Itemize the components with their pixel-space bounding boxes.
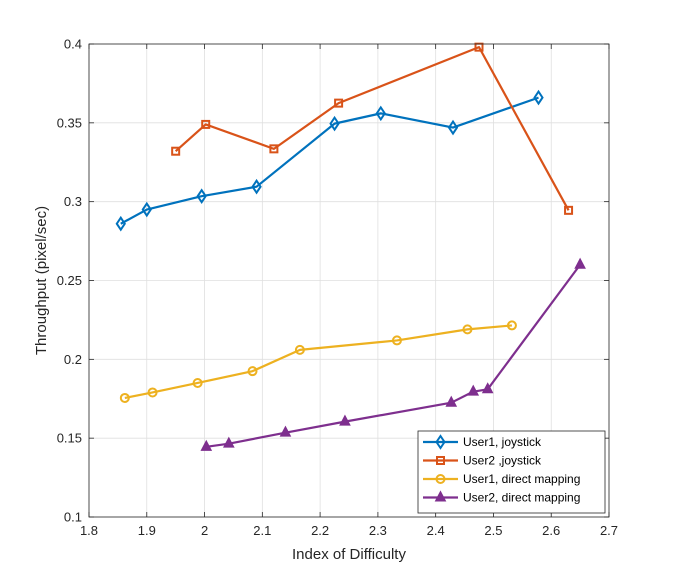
series-line (120, 96, 539, 225)
legend-item: User1, direct mapping (423, 472, 580, 486)
data-point (447, 119, 459, 136)
legend-item: User1, joystick (423, 434, 542, 450)
legend-label: User2, direct mapping (463, 491, 580, 505)
x-tick-label: 1.9 (138, 523, 156, 538)
data-point (533, 89, 544, 106)
legend-item: User2, direct mapping (423, 490, 580, 505)
data-point (574, 257, 586, 269)
data-point (564, 205, 574, 215)
data-point (506, 320, 517, 331)
y-tick-label: 0.3 (64, 194, 82, 209)
data-point (222, 436, 235, 448)
data-point (147, 387, 158, 398)
data-point (196, 188, 207, 204)
legend: User1, joystick User2 ,joystick User1, dir… (417, 430, 606, 514)
series-layer (115, 42, 586, 451)
data-point (375, 105, 386, 122)
data-point (294, 344, 305, 355)
legend-box (417, 430, 606, 514)
data-point (192, 377, 203, 388)
legend-marker (436, 456, 445, 465)
series-1 (115, 89, 544, 232)
data-point (200, 439, 213, 451)
x-tick-label: 1.8 (80, 523, 98, 538)
y-axis-label: Throughput (pixel/sec) (33, 206, 50, 355)
data-point (251, 178, 262, 195)
x-tick-label: 2.7 (600, 523, 618, 538)
legend-marker (434, 490, 447, 502)
data-point (171, 146, 181, 156)
x-tick-label: 2 (201, 523, 208, 538)
data-point (339, 414, 351, 426)
x-tick-label: 2.5 (484, 523, 502, 538)
data-point (269, 144, 279, 154)
x-tick-label: 2.6 (542, 523, 560, 538)
legend-item: User2 ,joystick (423, 454, 542, 468)
legend-label: User1, joystick (463, 435, 542, 449)
y-tick-label: 0.2 (64, 352, 82, 367)
x-tick-label: 2.1 (253, 523, 271, 538)
legend-marker (435, 434, 446, 450)
legend-label: User2 ,joystick (463, 454, 542, 468)
data-point (334, 98, 344, 108)
data-point (391, 335, 402, 346)
y-tick-label: 0.25 (57, 273, 82, 288)
x-axis-label: Index of Difficulty (292, 546, 406, 563)
series-4 (200, 257, 586, 451)
data-point (329, 115, 340, 132)
data-point (481, 382, 494, 394)
data-point (445, 395, 458, 407)
ticks: 1.8 1.9 2 2.1 2.2 2.3 2.4 2.5 2.6 2.7 0.1 0.15 0.2 0.… (57, 37, 618, 539)
series-3 (119, 320, 517, 403)
x-tick-label: 2.2 (311, 523, 329, 538)
x-tick-label: 2.3 (369, 523, 387, 538)
x-tick-label: 2.4 (427, 523, 445, 538)
data-point (462, 324, 473, 335)
data-point (141, 201, 152, 218)
legend-label: User1, direct mapping (463, 472, 580, 486)
data-point (247, 366, 258, 377)
y-tick-label: 0.35 (57, 115, 82, 130)
data-point (467, 384, 480, 396)
y-tick-label: 0.15 (57, 431, 82, 446)
data-point (201, 119, 211, 129)
data-point (115, 215, 126, 232)
legend-marker (435, 474, 446, 484)
data-point (279, 425, 292, 437)
series-line (124, 324, 513, 400)
y-tick-label: 0.1 (64, 510, 82, 525)
series-line (174, 46, 570, 211)
y-tick-label: 0.4 (64, 37, 82, 52)
data-point (119, 392, 130, 403)
